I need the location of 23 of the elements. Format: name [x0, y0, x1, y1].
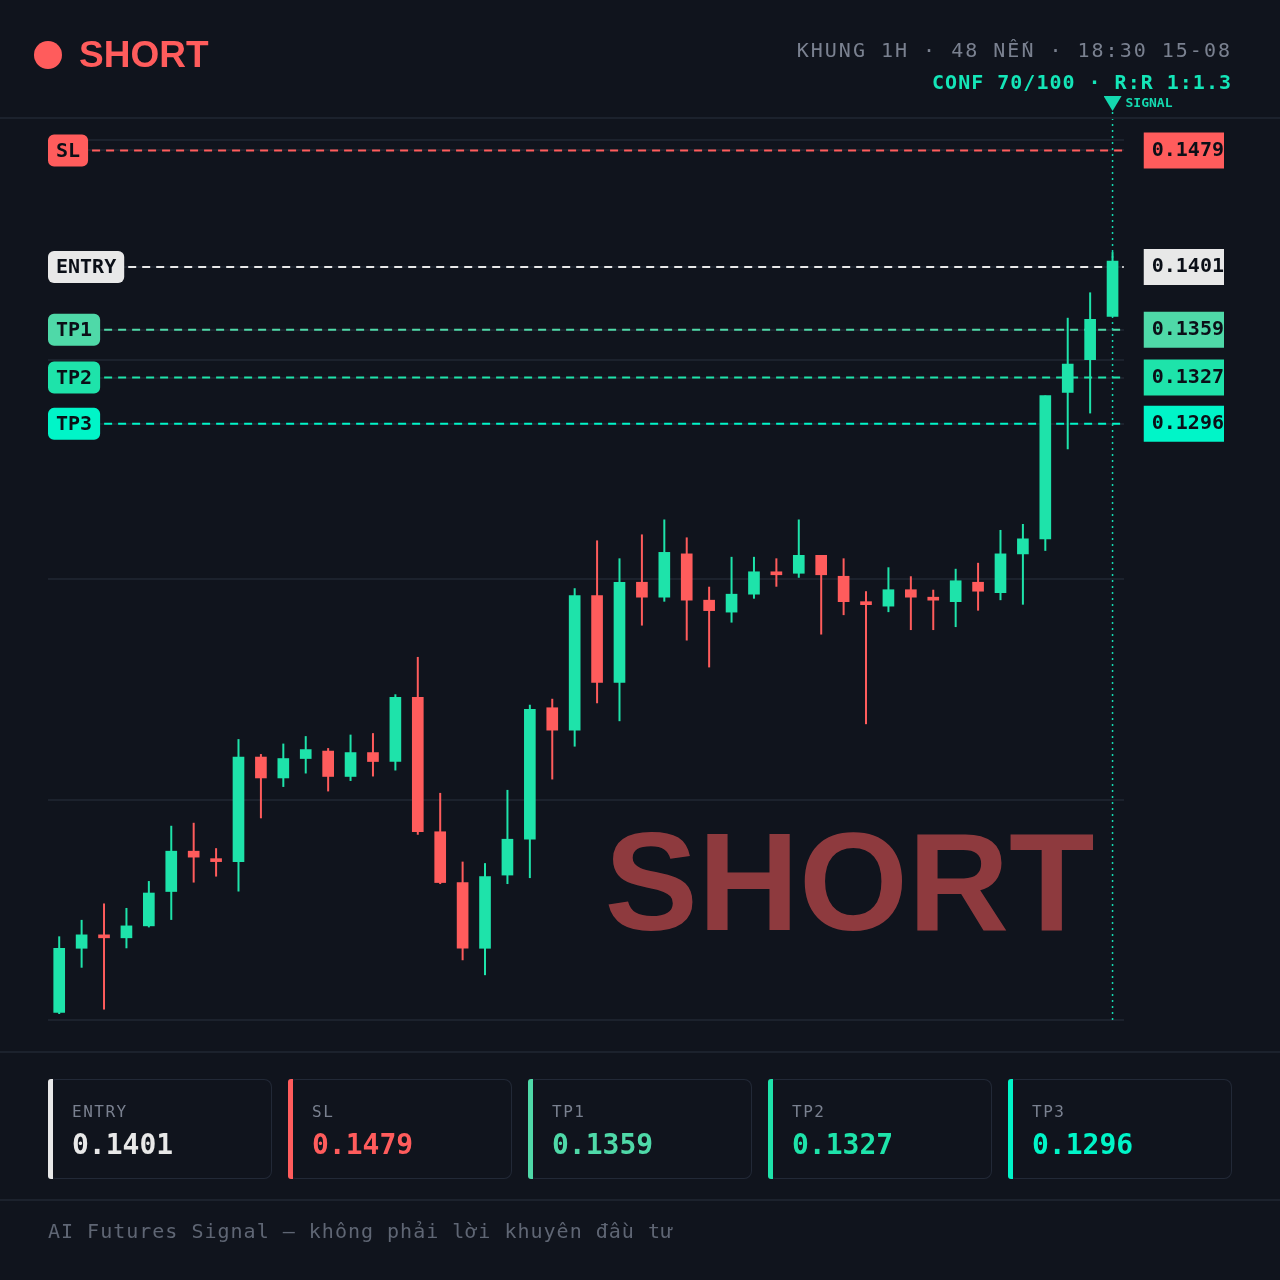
card: SL 0.1479 [288, 1079, 512, 1179]
card: ENTRY 0.1401 [48, 1079, 272, 1179]
ref-line-label: TP2 [56, 364, 93, 389]
y-tick-label: 0.1327 [1151, 363, 1224, 388]
card: TP2 0.1327 [768, 1079, 992, 1179]
ref-line-label: SL [56, 137, 81, 162]
chart-subtitle: KHUNG 1H · 48 NẾN · 18:30 15-08 [796, 38, 1232, 62]
annotation: SHORT [604, 803, 1095, 960]
text: SIGNAL [1125, 95, 1173, 111]
y-tick-label: 0.1479 [1151, 136, 1224, 161]
candlestick [860, 591, 872, 725]
ref-line-label: TP1 [56, 316, 93, 341]
ref-line-label: ENTRY [56, 254, 117, 279]
text: CONF 70/100 · R:R 1:1.3 [932, 70, 1232, 94]
y-tick-label: 0.1401 [1151, 253, 1224, 278]
text: AI Futures Signal — không phải lời khuyên đầu tư [48, 1219, 674, 1243]
y-tick-label: 0.1296 [1151, 410, 1224, 435]
card: TP3 0.1296 [1008, 1079, 1232, 1179]
candlestick [187, 822, 200, 883]
y-tick-label: 0.1359 [1151, 315, 1224, 340]
ref-line-label: TP3 [56, 411, 93, 436]
card: TP1 0.1359 [528, 1079, 752, 1179]
chart-title: SHORT [79, 33, 209, 77]
